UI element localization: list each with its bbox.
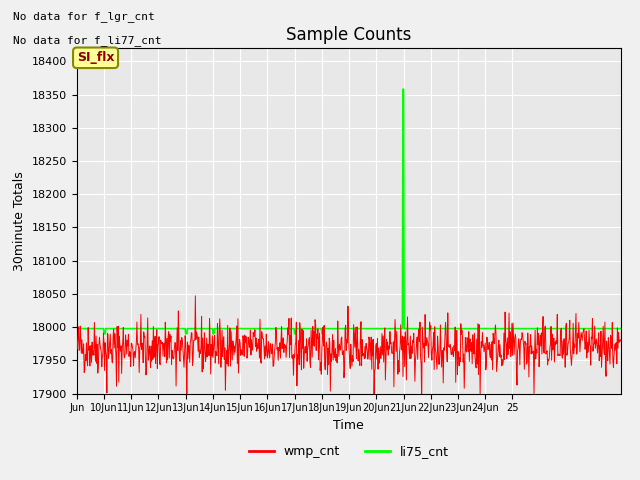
Legend: wmp_cnt, li75_cnt: wmp_cnt, li75_cnt [244, 440, 454, 463]
Text: No data for f_li77_cnt: No data for f_li77_cnt [13, 35, 161, 46]
Text: SI_flx: SI_flx [77, 51, 115, 64]
Title: Sample Counts: Sample Counts [286, 25, 412, 44]
Y-axis label: 30minute Totals: 30minute Totals [13, 171, 26, 271]
X-axis label: Time: Time [333, 419, 364, 432]
Text: No data for f_lgr_cnt: No data for f_lgr_cnt [13, 11, 154, 22]
